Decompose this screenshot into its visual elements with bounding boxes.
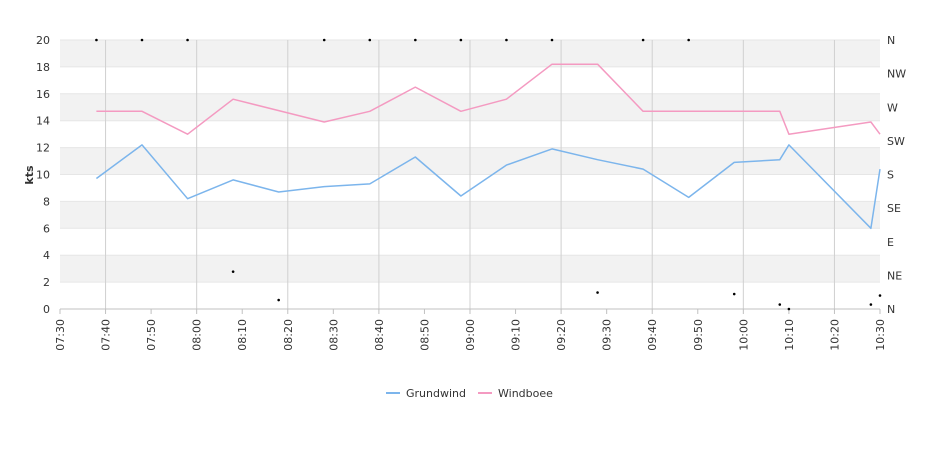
direction-point <box>778 303 782 306</box>
right-tick-label: N <box>887 303 895 316</box>
legend-label: Windboee <box>498 387 553 400</box>
right-tick-label: NE <box>887 269 902 282</box>
right-tick-label: SE <box>887 202 901 215</box>
x-tick-label: 10:10 <box>783 319 796 351</box>
y-tick-label: 8 <box>43 195 50 208</box>
x-tick-label: 10:30 <box>874 319 887 351</box>
direction-point <box>641 38 645 42</box>
y-tick-label: 12 <box>36 142 50 155</box>
x-tick-label: 10:00 <box>737 319 750 351</box>
y-tick-label: 4 <box>43 249 50 262</box>
direction-point <box>277 298 280 302</box>
direction-point <box>869 303 873 306</box>
legend: Grundwind Windboee <box>386 387 553 400</box>
direction-point <box>231 270 235 273</box>
x-tick-label: 08:50 <box>418 319 431 351</box>
direction-point <box>459 38 463 42</box>
y-tick-label: 14 <box>36 115 50 128</box>
direction-point <box>140 38 144 42</box>
x-tick-label: 07:30 <box>54 319 67 351</box>
x-tick-label: 09:30 <box>601 319 614 351</box>
direction-point <box>596 291 599 294</box>
x-tick-label: 08:00 <box>191 319 204 351</box>
direction-point <box>787 307 791 311</box>
direction-points <box>95 38 882 311</box>
x-axis-ticks: 07:30 07:40 07:50 08:00 08:10 08:20 08:30 08:40… <box>54 309 887 351</box>
x-tick-label: 08:20 <box>282 319 295 351</box>
y-tick-label: 16 <box>36 88 50 101</box>
x-tick-label: 08:30 <box>327 319 340 351</box>
y-tick-label: 0 <box>43 303 50 316</box>
direction-point <box>878 294 882 297</box>
x-tick-label: 08:40 <box>373 319 386 351</box>
x-tick-label: 09:50 <box>692 319 705 351</box>
x-tick-label: 07:40 <box>100 319 113 351</box>
direction-point <box>322 38 326 42</box>
legend-label: Grundwind <box>406 387 466 400</box>
y-axis-ticks: 0 2 4 6 8 10 12 14 16 18 20 <box>36 34 50 316</box>
y-tick-label: 2 <box>43 276 50 289</box>
series-line-windboee <box>96 63 881 135</box>
x-tick-label: 09:20 <box>555 319 568 351</box>
y-tick-label: 10 <box>36 169 50 182</box>
x-tick-label: 10:20 <box>828 319 841 351</box>
direction-point <box>687 38 690 42</box>
direction-point <box>414 38 417 42</box>
direction-point <box>368 38 372 42</box>
series-line-grundwind <box>95 144 881 230</box>
direction-point <box>505 38 508 42</box>
x-tick-label: 07:50 <box>145 319 158 351</box>
right-tick-label: NW <box>887 68 906 81</box>
x-tick-label: 09:00 <box>464 319 477 351</box>
series-lines <box>95 63 881 230</box>
y-axis-title: kts <box>23 165 36 185</box>
direction-point <box>732 292 736 296</box>
x-tick-label: 09:40 <box>646 319 659 351</box>
right-tick-label: SW <box>887 135 905 148</box>
right-tick-label: W <box>887 101 898 114</box>
right-tick-label: E <box>887 236 894 249</box>
y-tick-label: 6 <box>43 222 50 235</box>
x-tick-label: 09:10 <box>510 319 523 351</box>
right-tick-label: S <box>887 169 894 182</box>
direction-point <box>550 38 554 42</box>
right-axis-ticks: N NE E SE S SW W NW N <box>887 34 906 316</box>
y-tick-label: 18 <box>36 61 50 74</box>
x-tick-label: 08:10 <box>236 319 249 351</box>
right-tick-label: N <box>887 34 895 47</box>
y-tick-label: 20 <box>36 34 50 47</box>
direction-point <box>95 38 98 42</box>
direction-point <box>186 38 189 42</box>
